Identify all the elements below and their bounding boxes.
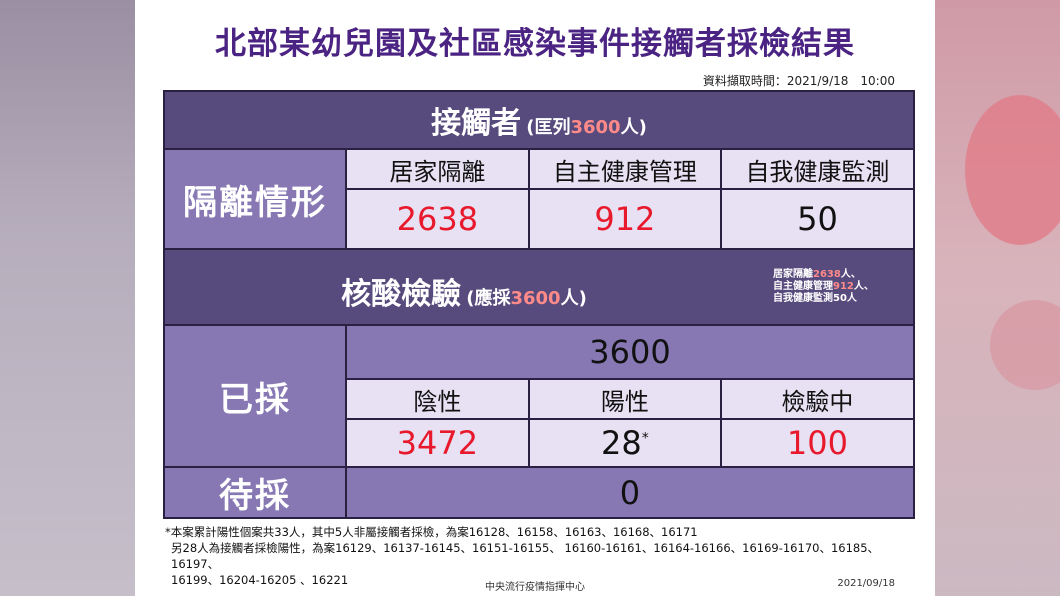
nat-breakdown-note: 居家隔離2638人、 自主健康管理912人、 自我健康監測50人 (773, 269, 874, 305)
note-value: 2638 (813, 269, 841, 280)
footnote: *本案累計陽性個案共33人，其中5人非屬接觸者採檢，為案16128、16158、… (165, 524, 925, 588)
positive-footnote-mark: * (641, 430, 649, 447)
background-right (935, 0, 1060, 596)
col-self-health-monitoring: 自我健康監測 (719, 148, 916, 190)
background-blob (965, 95, 1060, 245)
note-value: 912 (833, 281, 854, 292)
note-prefix: 自主健康管理 (773, 281, 833, 292)
note-suffix: 人、 (840, 269, 861, 280)
contacts-paren-open: (匡列 (526, 117, 571, 138)
page-title: 北部某幼兒園及社區感染事件接觸者採檢結果 (215, 26, 855, 62)
contacts-header: 接觸者 (匡列3600人) (163, 90, 915, 150)
col-self-health-management: 自主健康管理 (527, 148, 722, 190)
value-positive: 28 (601, 424, 642, 462)
note-value: 50 (833, 293, 847, 304)
background-left (0, 0, 135, 596)
col-positive: 陽性 (527, 378, 722, 420)
sampled-total: 3600 (344, 324, 916, 380)
footer-source: 中央流行疫情指揮中心 (485, 582, 585, 593)
nat-paren-close: 人) (560, 288, 587, 309)
pending-row-label: 待採 (163, 466, 347, 519)
note-prefix: 自我健康監測 (773, 293, 833, 304)
footnote-line: 16199、16204-16205 、16221 (171, 573, 349, 587)
col-negative: 陰性 (344, 378, 530, 420)
sampled-row-label: 已採 (163, 324, 347, 468)
footnote-line: 另28人為接觸者採檢陽性，為案16129、16137-16145、16151-1… (171, 541, 880, 571)
contacts-paren-close: 人) (620, 117, 647, 138)
slide: 北部某幼兒園及社區感染事件接觸者採檢結果 資料擷取時間：2021/9/18 10… (135, 0, 935, 596)
background-blob (990, 300, 1060, 390)
col-home-quarantine: 居家隔離 (344, 148, 530, 190)
footnote-line: *本案累計陽性個案共33人，其中5人非屬接觸者採檢，為案16128、16158、… (165, 525, 698, 539)
col-testing: 檢驗中 (719, 378, 916, 420)
nat-count: 3600 (510, 288, 561, 309)
data-timestamp: 資料擷取時間：2021/9/18 10:00 (702, 74, 895, 88)
note-prefix: 居家隔離 (773, 269, 813, 280)
value-self-health-management: 912 (527, 188, 722, 250)
isolation-row-label: 隔離情形 (163, 148, 347, 250)
value-testing: 100 (719, 418, 916, 468)
note-suffix: 人 (846, 293, 857, 304)
footer-date: 2021/09/18 (837, 578, 895, 589)
note-suffix: 人、 (853, 281, 874, 292)
nat-header: 核酸檢驗 (應採3600人) 居家隔離2638人、 自主健康管理912人、 自我… (163, 248, 915, 326)
value-home-quarantine: 2638 (344, 188, 530, 250)
pending-value: 0 (344, 466, 916, 519)
value-positive-cell: 28* (527, 418, 722, 468)
nat-paren-open: (應採 (466, 288, 511, 309)
results-table: 接觸者 (匡列3600人) 隔離情形 居家隔離 自主健康管理 自我健康監測 26… (163, 90, 916, 519)
nat-label: 核酸檢驗 (341, 277, 462, 312)
contacts-label: 接觸者 (431, 106, 522, 141)
contacts-count: 3600 (570, 117, 621, 138)
value-self-health-monitoring: 50 (719, 188, 916, 250)
value-negative: 3472 (344, 418, 530, 468)
